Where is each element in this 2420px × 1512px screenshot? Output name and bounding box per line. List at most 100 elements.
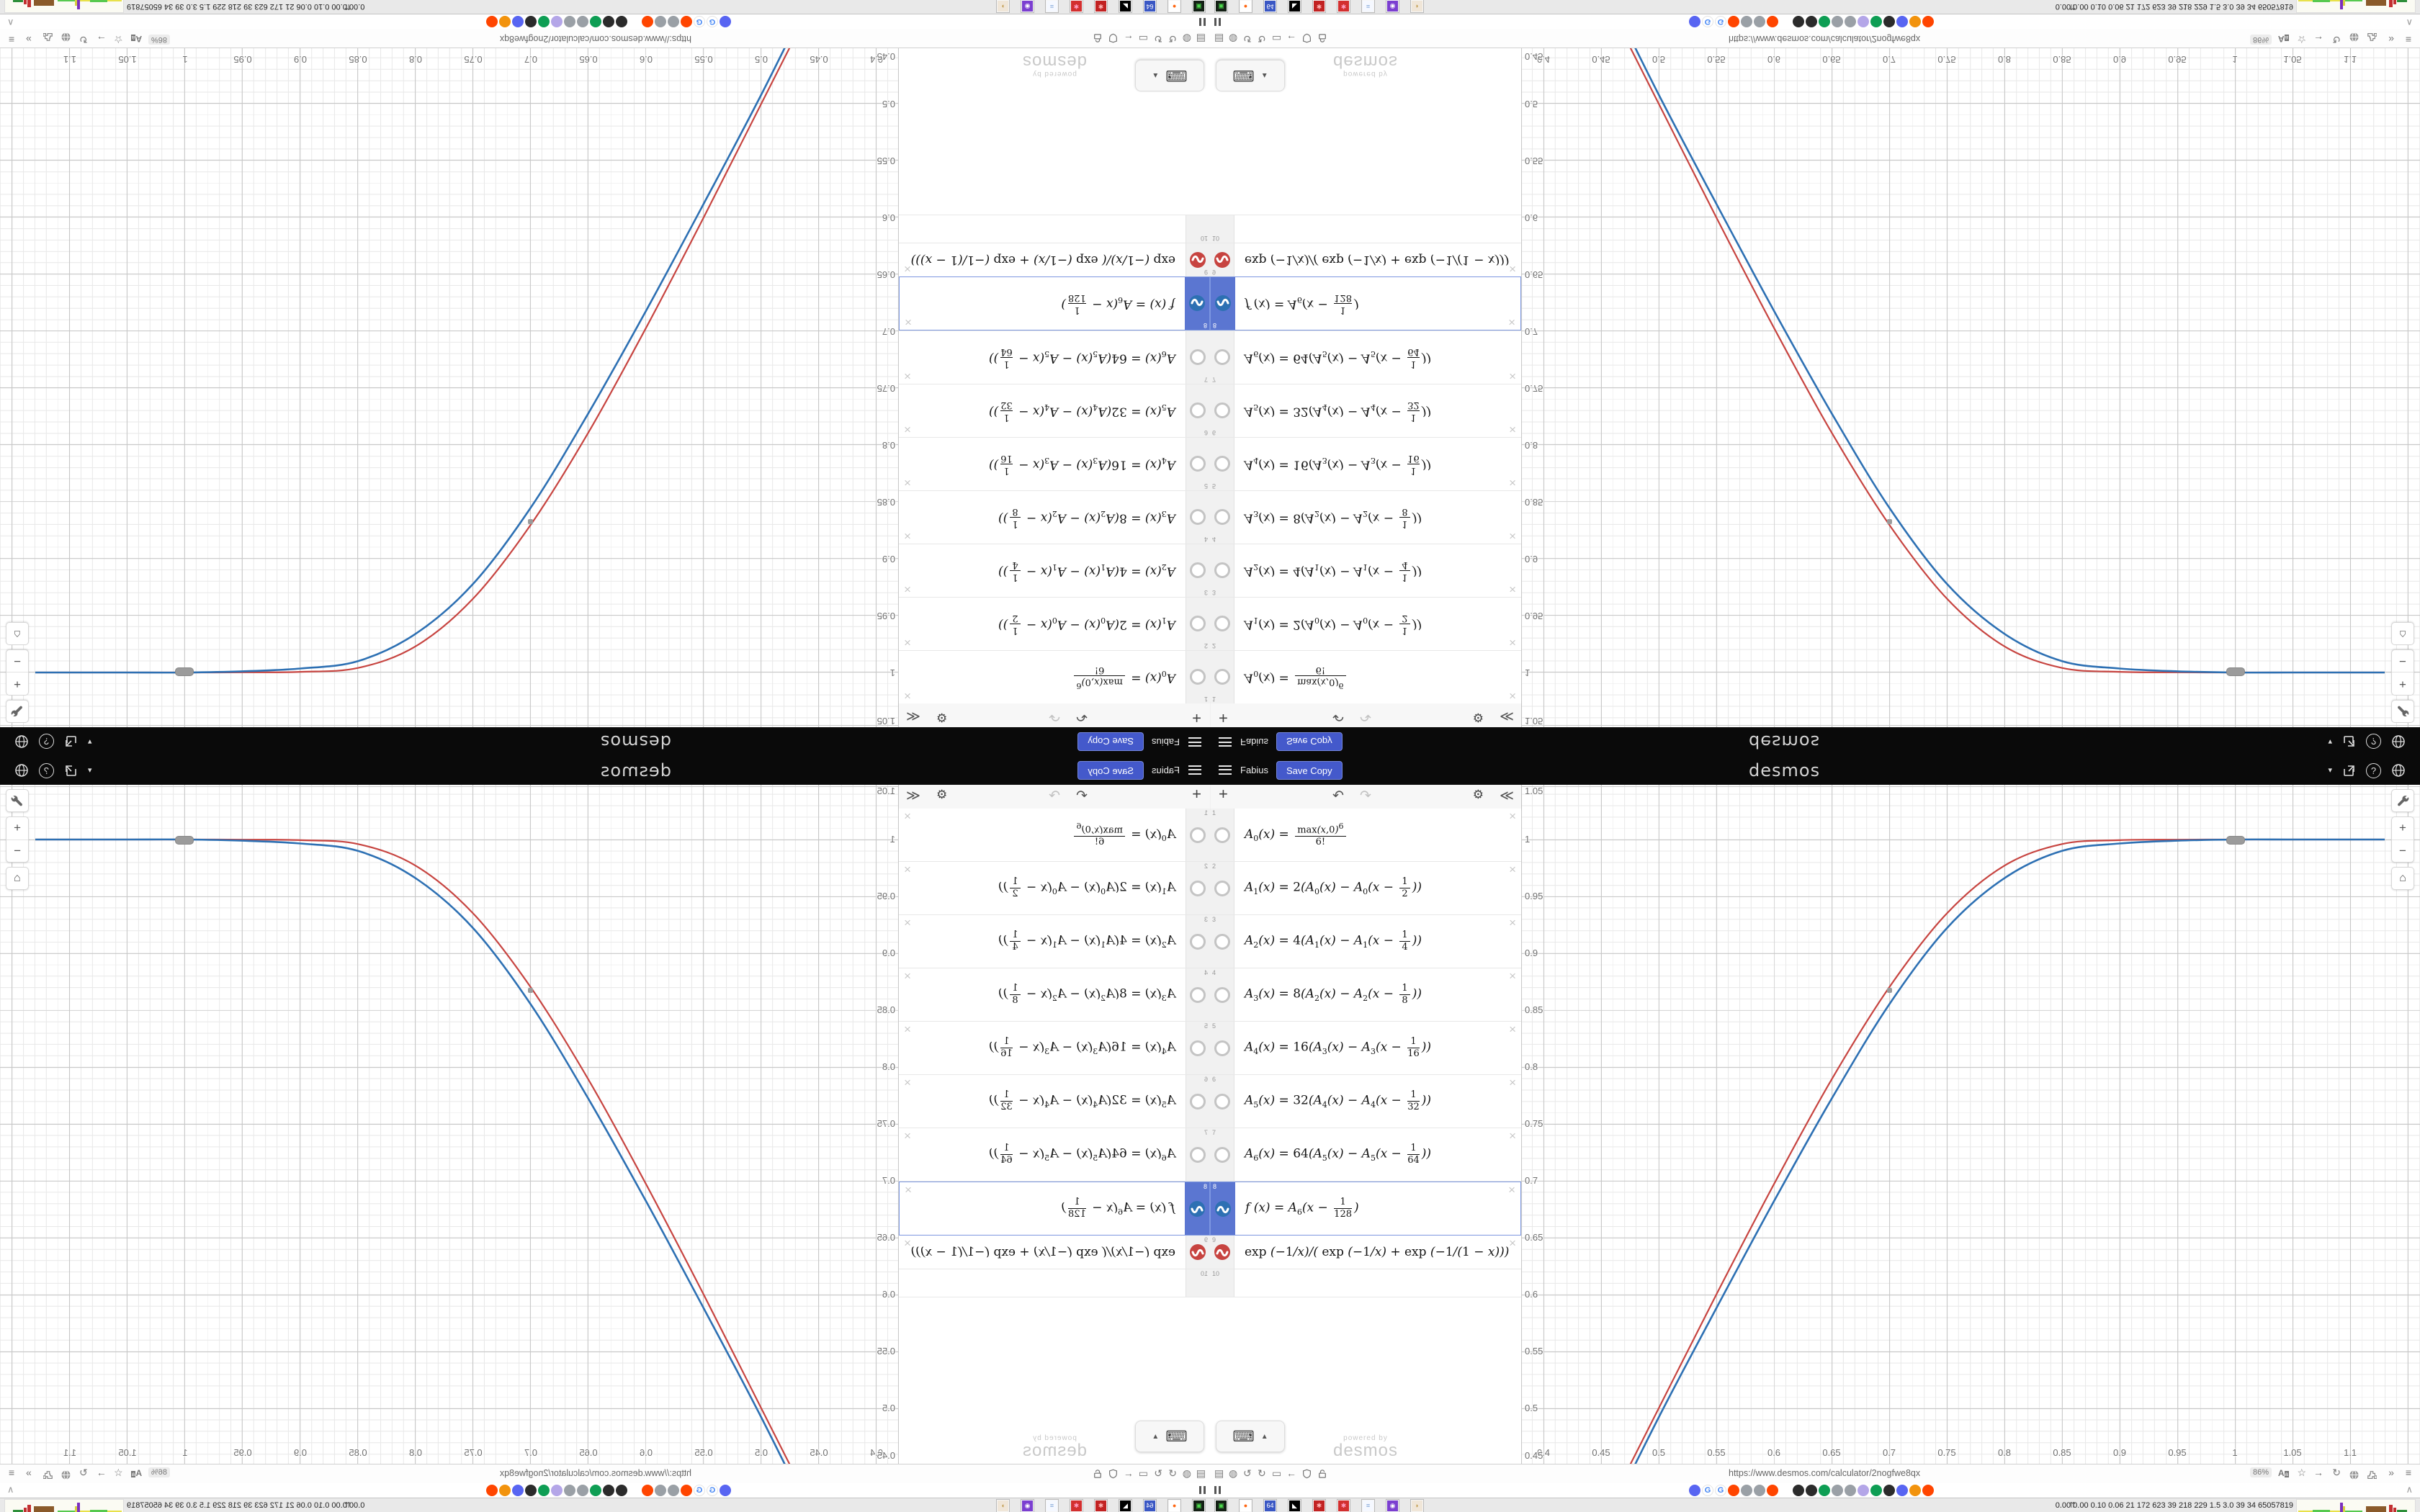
row-gutter[interactable]: 6 — [1210, 1075, 1234, 1128]
curve-f[interactable] — [1600, 48, 2385, 674]
taskbar-app-floppy-64[interactable]: 64 — [1263, 0, 1277, 13]
expression-math[interactable]: A3(x) = 8(A2(x) − A2(x − 1 8)) — [998, 506, 1175, 529]
expression-content[interactable]: A6(x) = 64(A5(x) − A5(x − 1 64)) — [899, 331, 1186, 384]
keyboard-toggle[interactable]: ⌨ ▲ — [1135, 1421, 1204, 1452]
list-settings-icon[interactable]: ⚙ — [936, 788, 948, 801]
tab-favicon-green-site[interactable] — [538, 16, 550, 27]
tab-favicon-dark-site[interactable] — [616, 1485, 627, 1496]
expression-row[interactable]: 9 exp (−1/x)/( exp (−1/x) + exp (−1/(1 − … — [899, 243, 1210, 276]
tab-favicon-dark-site[interactable] — [1883, 16, 1895, 27]
hide-toggle-icon[interactable] — [1190, 1146, 1206, 1163]
globe-audio-icon[interactable]: ◍ — [1229, 1467, 1238, 1479]
row-gutter[interactable]: 5 — [1186, 1022, 1210, 1074]
taskbar-app-red-gear-app[interactable]: ✱ — [1070, 1499, 1083, 1512]
save-copy-button[interactable]: Save Copy — [1276, 732, 1343, 751]
hide-toggle-icon[interactable] — [1190, 1040, 1206, 1056]
zoom-level-badge[interactable]: 86% — [2249, 35, 2272, 45]
folder-icon[interactable]: ▭ — [1138, 33, 1148, 45]
add-expression-button[interactable]: + — [1219, 709, 1228, 727]
tab-favicon-discord[interactable] — [512, 1485, 524, 1496]
expression-row[interactable]: 4 A3(x) = 8(A2(x) − A2(x − 1 8)) × — [1210, 490, 1521, 544]
taskbar-app-firefox[interactable]: ● — [1239, 1499, 1252, 1512]
expression-content[interactable]: A4(x) = 16(A3(x) − A3(x − 1 16)) — [899, 1022, 1186, 1074]
overflow-chevrons-icon[interactable]: » — [2388, 1467, 2394, 1478]
row-gutter[interactable]: 4 — [1186, 491, 1210, 544]
delete-expression-button[interactable]: × — [905, 1183, 912, 1197]
overflow-chevrons-icon[interactable]: » — [2388, 34, 2394, 45]
taskbar-app-firefox[interactable]: ● — [1168, 0, 1181, 13]
expression-math[interactable]: A4(x) = 16(A3(x) − A3(x − 1 16)) — [1245, 453, 1432, 476]
redo-history-icon[interactable]: ↻ — [1154, 1467, 1162, 1479]
tab-favicon-google[interactable]: G — [707, 16, 718, 27]
taskbar-app-red-gear-app[interactable]: ✱ — [1337, 1499, 1350, 1512]
translate-icon[interactable]: Aa — [131, 1468, 143, 1478]
pause-icon[interactable] — [1214, 1486, 1221, 1494]
expression-row[interactable]: 8 f (x) = A6(x − 1 128) × — [1210, 276, 1521, 330]
tab-favicon-reddit[interactable] — [1922, 16, 1934, 27]
expression-row[interactable]: 6 A5(x) = 32(A4(x) − A4(x − 1 32)) × — [899, 1075, 1210, 1128]
tab-favicon-green-site[interactable] — [1870, 16, 1882, 27]
delete-expression-button[interactable]: × — [1509, 529, 1516, 543]
share-icon[interactable] — [2342, 763, 2357, 778]
tab-favicon-lavender-site[interactable] — [1857, 1485, 1869, 1496]
expression-math[interactable]: A6(x) = 64(A5(x) − A5(x − 1 64)) — [1245, 1143, 1432, 1166]
row-gutter[interactable]: 3 — [1186, 915, 1210, 968]
delete-expression-button[interactable]: × — [1509, 1076, 1516, 1089]
taskbar-app-firefox[interactable]: ● — [1168, 1499, 1181, 1512]
caret-down-icon[interactable]: ▾ — [88, 766, 92, 775]
tab-favicon-orange-site[interactable] — [499, 1485, 511, 1496]
curve-exp-smoothstep[interactable] — [35, 48, 820, 674]
help-icon[interactable]: ? — [2366, 734, 2381, 749]
expression-row[interactable]: 3 A2(x) = 4(A1(x) − A1(x − 1 4)) × — [1210, 544, 1521, 597]
zoom-in-button[interactable]: + — [6, 817, 28, 840]
tray-expand-caret[interactable]: ∧ — [7, 17, 14, 28]
expression-math[interactable]: A0(x) = max(x,0)6 6! — [1245, 664, 1348, 690]
row-gutter[interactable]: 9 — [1186, 1236, 1210, 1269]
add-expression-button[interactable]: + — [1219, 785, 1228, 803]
taskbar-app-wolf-app[interactable]: ◣ — [1119, 0, 1132, 13]
collapse-panel-icon[interactable]: ≪ — [1500, 788, 1514, 804]
redo-icon[interactable]: ↷ — [1049, 708, 1060, 724]
back-icon[interactable]: ← — [1286, 1467, 1296, 1479]
zoom-level-badge[interactable]: 86% — [148, 1467, 171, 1477]
taskbar-app-red-badge-app[interactable]: ✱ — [1312, 0, 1326, 13]
extension-puzzle-icon[interactable] — [42, 32, 53, 43]
hamburger-menu-icon[interactable] — [1219, 737, 1232, 747]
expression-math[interactable]: A4(x) = 16(A3(x) − A3(x − 1 16)) — [1245, 1036, 1432, 1059]
delete-expression-button[interactable]: × — [904, 1076, 911, 1089]
expression-row[interactable]: 4 A3(x) = 8(A2(x) − A2(x − 1 8)) × — [1210, 968, 1521, 1022]
row-gutter[interactable]: 5 — [1186, 438, 1210, 490]
expression-content[interactable]: A5(x) = 32(A4(x) − A4(x − 1 32)) — [899, 1075, 1186, 1128]
undo-history-icon[interactable]: ↺ — [1168, 33, 1177, 45]
expression-content[interactable]: A5(x) = 32(A4(x) − A4(x − 1 32)) — [1234, 384, 1521, 437]
delete-expression-button[interactable]: × — [904, 529, 911, 543]
hamburger-menu-icon[interactable] — [1188, 765, 1201, 775]
expression-math[interactable]: f (x) = A6(x − 1 128) — [1245, 1197, 1359, 1220]
expression-row[interactable]: 6 A5(x) = 32(A4(x) − A4(x − 1 32)) × — [1210, 384, 1521, 437]
hide-toggle-icon[interactable] — [1190, 669, 1206, 685]
keyboard-toggle[interactable]: ⌨ ▲ — [1135, 60, 1204, 91]
tab-favicon-reddit[interactable] — [1922, 1485, 1934, 1496]
expression-content[interactable]: A0(x) = max(x,0)6 6! — [899, 651, 1186, 703]
graph-title[interactable]: Fabius — [1240, 737, 1269, 747]
browser-menu-icon[interactable]: ≡ — [2405, 34, 2411, 45]
delete-expression-button[interactable]: × — [1509, 262, 1516, 276]
expression-content[interactable]: A4(x) = 16(A3(x) − A3(x − 1 16)) — [1234, 1022, 1521, 1074]
row-gutter[interactable]: 7 — [1210, 331, 1234, 384]
extension-puzzle-icon[interactable] — [2367, 1469, 2378, 1480]
tab-favicon-reddit[interactable] — [681, 1485, 692, 1496]
expression-math[interactable]: A1(x) = 2(A0(x) − A0(x − 1 2)) — [998, 876, 1175, 899]
tab-favicon-green-site[interactable] — [1870, 1485, 1882, 1496]
tab-favicon-reddit[interactable] — [486, 1485, 498, 1496]
row-gutter[interactable]: 2 — [1186, 862, 1210, 914]
expression-math[interactable]: A5(x) = 32(A4(x) − A4(x − 1 32)) — [1245, 400, 1432, 423]
url-text[interactable]: https://www.desmos.com/calculator/2nogfw… — [499, 1468, 691, 1478]
taskbar-app-purple-owl-app[interactable]: ◉ — [1021, 1499, 1034, 1512]
tab-favicon-reddit[interactable] — [642, 16, 653, 27]
globe-icon[interactable] — [2349, 32, 2360, 44]
expression-content[interactable] — [899, 215, 1186, 243]
expression-math[interactable]: A2(x) = 4(A1(x) − A1(x − 1 4)) — [1245, 930, 1422, 953]
tab-favicon-green-site[interactable] — [538, 1485, 550, 1496]
hide-toggle-icon[interactable] — [1190, 1093, 1206, 1110]
row-gutter[interactable]: 7 — [1186, 331, 1210, 384]
